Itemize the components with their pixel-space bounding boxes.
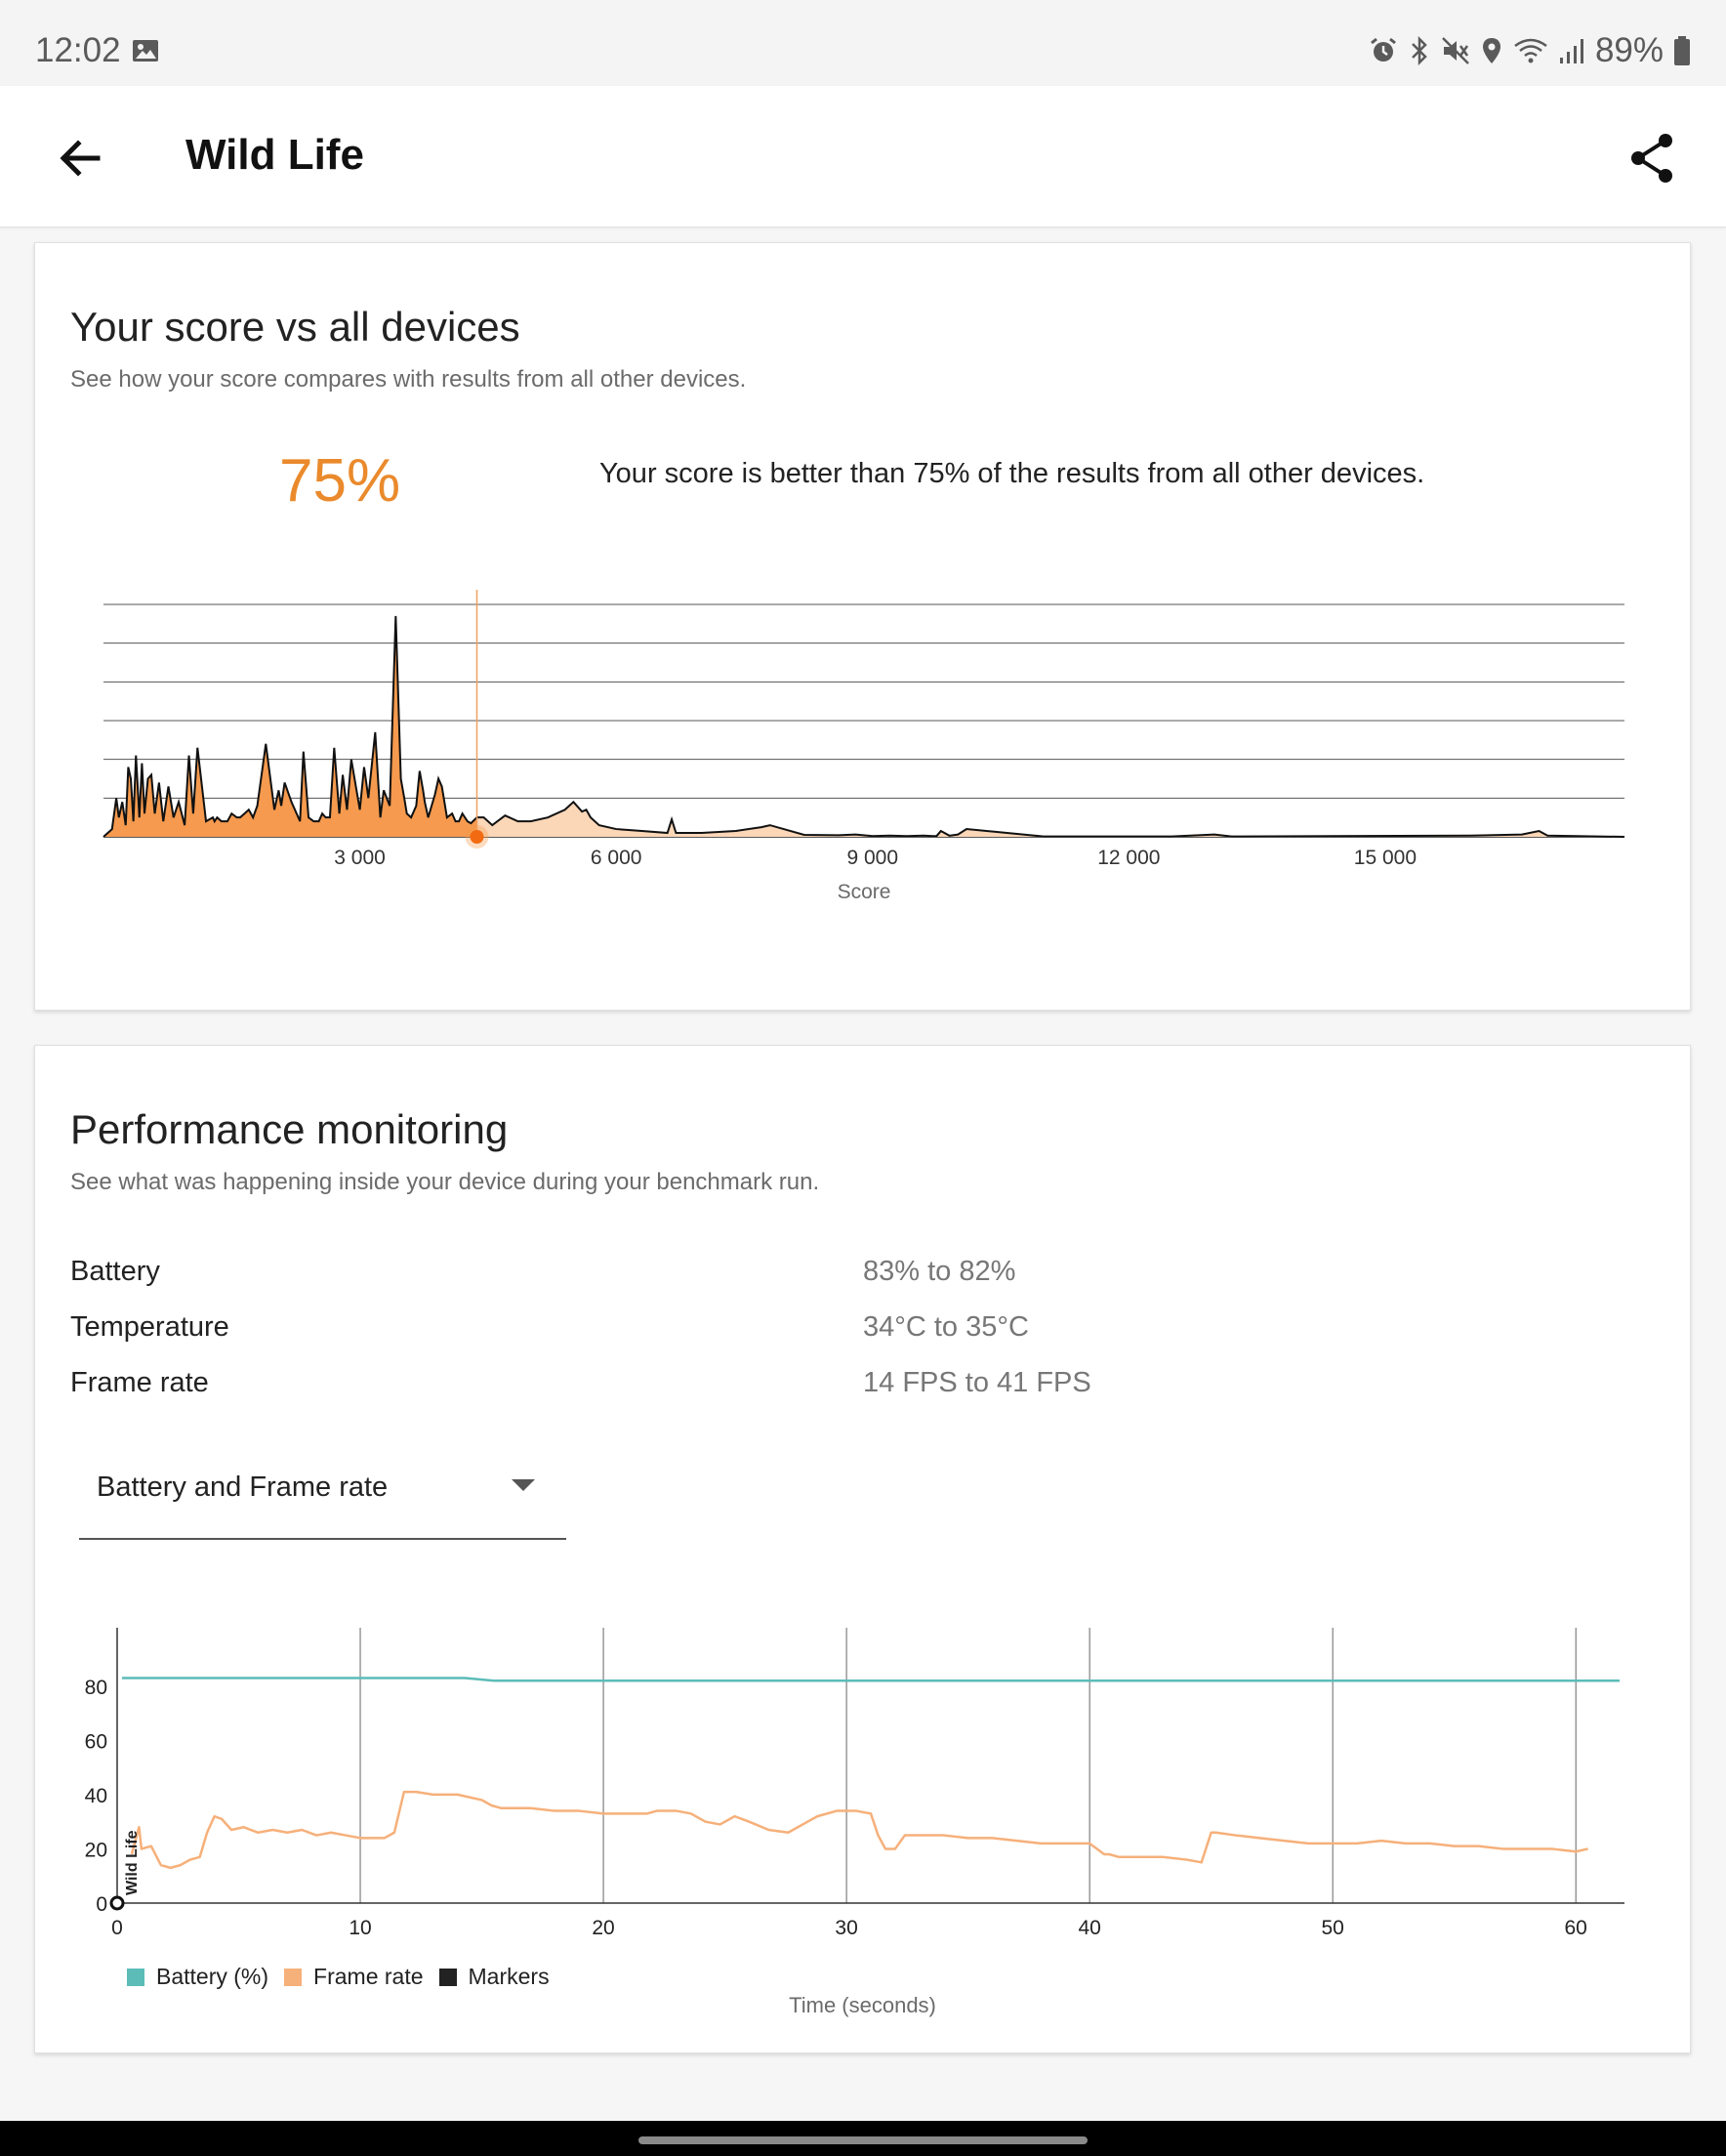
x-tick-label: 15 000: [1354, 847, 1417, 869]
marker-dot: [109, 1895, 125, 1911]
wifi-icon: [1514, 38, 1547, 63]
y-tick-label: 80: [85, 1677, 107, 1699]
x-tick-label: 3 000: [334, 847, 386, 869]
x-axis-label: Time (seconds): [789, 1993, 936, 2017]
legend-item-battery[interactable]: Battery (%): [127, 1964, 268, 1990]
home-handle[interactable]: [638, 2136, 1088, 2144]
legend-swatch-framerate: [284, 1968, 303, 1986]
mute-icon: [1442, 37, 1469, 64]
bluetooth-icon: [1412, 36, 1427, 65]
x-tick-label: 20: [592, 1917, 614, 1939]
dropdown-arrow-icon: [512, 1479, 535, 1491]
metric-battery-value: 83% to 82%: [863, 1256, 1016, 1287]
score-percentile: 75%: [279, 447, 401, 515]
alarm-icon: [1371, 37, 1396, 62]
x-tick-label: 30: [835, 1917, 857, 1939]
x-tick-label: 9 000: [846, 847, 898, 869]
performance-card: Performance monitoring See what was happ…: [34, 1045, 1691, 2053]
your-score-dot: [470, 830, 484, 844]
chart-legend: Battery (%) Frame rate Markers: [127, 1964, 565, 1990]
y-tick-label: 60: [85, 1730, 107, 1753]
battery-percent: 89%: [1594, 31, 1664, 69]
performance-card-subtitle: See what was happening inside your devic…: [70, 1169, 820, 1195]
navigation-bar: [0, 2121, 1726, 2156]
marker-label: Wild Life: [124, 1830, 141, 1895]
x-tick-label: 40: [1078, 1917, 1100, 1939]
app-bar: Wild Life: [0, 86, 1726, 228]
x-tick-label: 12 000: [1097, 847, 1160, 869]
metric-temperature-value: 34°C to 35°C: [863, 1311, 1029, 1343]
metric-battery-label: Battery: [70, 1256, 160, 1287]
x-axis-label: Score: [838, 881, 891, 903]
series-line: [130, 1790, 1588, 1870]
legend-label-markers: Markers: [468, 1964, 550, 1989]
y-tick-label: 0: [96, 1893, 107, 1916]
status-bar: 12:02 89%: [0, 0, 1726, 86]
score-card: Your score vs all devices See how your s…: [34, 242, 1691, 1011]
performance-chart: 0 20 40 60 80 0 10 20 30 40 50 60 Wild Life: [85, 1628, 1624, 1939]
x-tick-label: 50: [1321, 1917, 1343, 1939]
dropdown-selected-value: Battery and Frame rate: [97, 1472, 389, 1503]
legend-label-framerate: Frame rate: [313, 1964, 424, 1989]
distribution-outline: [103, 615, 1625, 838]
legend-label-battery: Battery (%): [156, 1964, 269, 1989]
x-tick-label: 6 000: [591, 847, 642, 869]
score-distribution-chart: 3 000 6 000 9 000 12 000 15 000 Score: [103, 590, 1625, 903]
performance-card-title: Performance monitoring: [70, 1106, 509, 1152]
y-tick-label: 20: [85, 1839, 107, 1861]
back-button[interactable]: [51, 129, 109, 187]
series-line: [121, 1677, 1621, 1682]
status-time: 12:02: [35, 31, 121, 69]
arrow-left-icon: [60, 140, 101, 177]
score-card-subtitle: See how your score compares with results…: [70, 366, 747, 393]
status-icons: 89%: [1369, 31, 1691, 70]
score-card-title: Your score vs all devices: [70, 304, 520, 350]
chart-type-dropdown[interactable]: Battery and Frame rate: [79, 1456, 566, 1540]
x-tick-label: 60: [1565, 1917, 1587, 1939]
share-icon: [1631, 134, 1672, 183]
x-tick-label: 0: [111, 1917, 123, 1939]
metric-framerate-label: Frame rate: [70, 1367, 209, 1398]
page-title: Wild Life: [185, 131, 364, 179]
metric-temperature-label: Temperature: [70, 1311, 229, 1343]
x-tick-label: 10: [349, 1917, 371, 1939]
share-button[interactable]: [1626, 131, 1681, 186]
legend-item-framerate[interactable]: Frame rate: [284, 1964, 424, 1990]
signal-icon: [1559, 39, 1583, 63]
legend-swatch-battery: [127, 1968, 144, 1986]
location-icon: [1482, 38, 1500, 63]
legend-swatch-markers: [438, 1968, 457, 1986]
image-icon: [132, 39, 159, 67]
legend-item-markers[interactable]: Markers: [438, 1964, 550, 1990]
battery-icon: [1674, 36, 1690, 65]
y-tick-label: 40: [85, 1785, 107, 1807]
score-description: Your score is better than 75% of the res…: [599, 458, 1425, 489]
distribution-area-below-score: [103, 615, 477, 837]
metric-framerate-value: 14 FPS to 41 FPS: [863, 1367, 1091, 1398]
